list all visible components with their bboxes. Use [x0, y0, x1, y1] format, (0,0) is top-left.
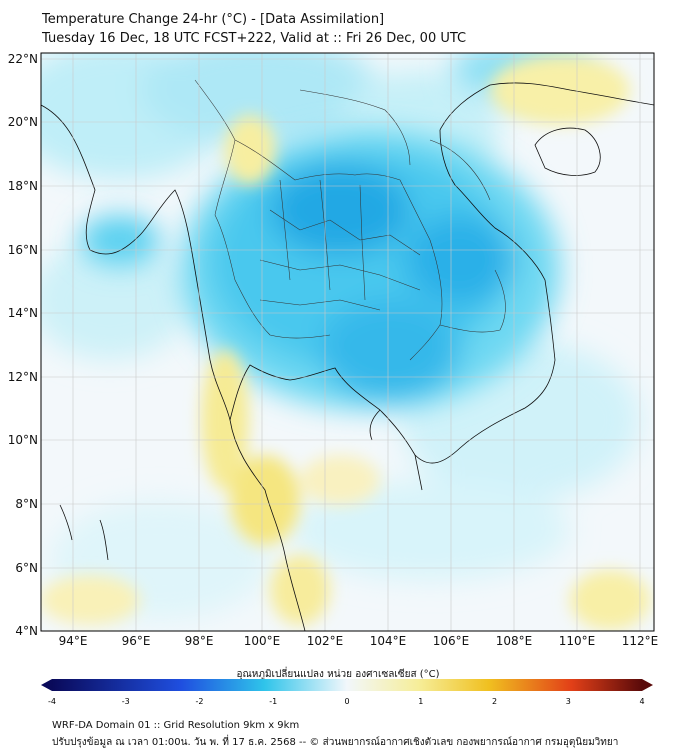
gridlines: [41, 53, 654, 631]
lon-label: 110°E: [559, 634, 596, 648]
lon-label: 104°E: [370, 634, 407, 648]
colorbar-tick-label: -1: [269, 697, 277, 706]
lat-label: 18°N: [8, 179, 38, 193]
colorbar-label: อุณหภูมิเปลี่ยนแปลง หน่วย องศาเซลเซียส (…: [236, 669, 440, 680]
field-layer: [41, 53, 654, 631]
footer-credit: ปรับปรุงข้อมูล ณ เวลา 01:00น. วัน พ. ที่…: [52, 737, 619, 748]
colorbar-tick-label: -2: [196, 697, 204, 706]
lon-label: 98°E: [185, 634, 214, 648]
lat-label: 8°N: [15, 497, 38, 511]
lon-label: 94°E: [59, 634, 88, 648]
temperature-change-map: 22°N 20°N 18°N 16°N 14°N 12°N 10°N 8°N 6…: [8, 52, 659, 648]
colorbar-tick-label: -4: [48, 697, 56, 706]
lon-axis: 94°E 96°E 98°E 100°E 102°E 104°E 106°E 1…: [59, 634, 659, 648]
lat-label: 14°N: [8, 306, 38, 320]
colorbar: -4 -3 -2 -1 0 1 2 3 4: [41, 679, 653, 706]
chart-subtitle: Tuesday 16 Dec, 18 UTC FCST+222, Valid a…: [42, 31, 467, 46]
colorbar-min-arrow: [41, 679, 52, 691]
coastlines: [41, 82, 654, 631]
colorbar-tick-label: 2: [492, 697, 497, 706]
colorbar-max-arrow: [642, 679, 653, 691]
lat-label: 10°N: [8, 433, 38, 447]
colorbar-tick-label: 0: [344, 697, 349, 706]
map-frame: [40, 52, 655, 632]
colorbar-tick-label: 3: [566, 697, 571, 706]
colorbar-tick-label: 1: [418, 697, 423, 706]
lat-label: 6°N: [15, 561, 38, 575]
lon-label: 108°E: [496, 634, 533, 648]
lat-axis: 22°N 20°N 18°N 16°N 14°N 12°N 10°N 8°N 6…: [8, 52, 38, 638]
lat-label: 4°N: [15, 624, 38, 638]
lat-label: 12°N: [8, 370, 38, 384]
lon-label: 112°E: [622, 634, 659, 648]
lat-label: 16°N: [8, 243, 38, 257]
lon-label: 102°E: [307, 634, 344, 648]
lat-label: 20°N: [8, 115, 38, 129]
chart-title: Temperature Change 24-hr (°C) - [Data As…: [42, 12, 385, 27]
admin-borders: [194, 79, 506, 361]
lon-label: 100°E: [244, 634, 281, 648]
colorbar-tick-label: -3: [122, 697, 130, 706]
lon-label: 106°E: [433, 634, 470, 648]
colorbar-ticks: -4 -3 -2 -1 0 1 2 3 4: [48, 697, 645, 706]
footer-domain: WRF-DA Domain 01 :: Grid Resolution 9km …: [52, 720, 300, 731]
lon-label: 96°E: [122, 634, 151, 648]
colorbar-gradient: [52, 679, 642, 691]
lat-label: 22°N: [8, 52, 38, 66]
colorbar-tick-label: 4: [639, 697, 644, 706]
